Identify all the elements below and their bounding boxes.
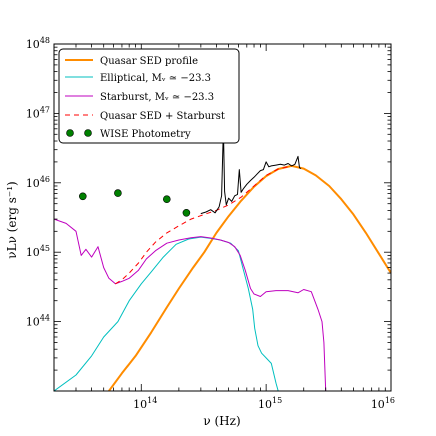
legend-label-elliptical: Elliptical, Mᵥ ≃ −23.3 bbox=[100, 73, 211, 84]
y-tick-label: 1047 bbox=[26, 105, 50, 120]
x-tick-label: 1014 bbox=[133, 396, 157, 411]
y-axis-label: νLν (erg s⁻¹) bbox=[5, 181, 19, 258]
legend-marker-wise-1 bbox=[66, 129, 74, 137]
legend: Quasar SED profile Elliptical, Mᵥ ≃ −23.… bbox=[58, 48, 240, 144]
wise-point-2 bbox=[163, 195, 171, 203]
series-line-2 bbox=[54, 218, 327, 391]
wise-point-3 bbox=[182, 209, 191, 217]
y-tick-label: 1048 bbox=[26, 36, 50, 51]
series-line-3 bbox=[115, 165, 292, 285]
wise-point-1 bbox=[114, 189, 122, 197]
legend-label-quasar: Quasar SED profile bbox=[100, 56, 198, 67]
y-tick-label: 1046 bbox=[26, 175, 50, 190]
legend-label-wise: WISE Photometry bbox=[100, 129, 191, 140]
series-layer bbox=[54, 127, 391, 391]
marker-layer bbox=[79, 189, 191, 217]
legend-box bbox=[58, 48, 240, 144]
legend-label-combined: Quasar SED + Starburst bbox=[100, 111, 225, 122]
y-tick-label: 1044 bbox=[26, 314, 50, 329]
x-axis-label: ν (Hz) bbox=[203, 414, 240, 428]
x-tick-label: 1016 bbox=[371, 396, 395, 411]
legend-marker-wise-2 bbox=[84, 129, 92, 137]
series-line-4 bbox=[200, 127, 302, 215]
plot-frame bbox=[53, 43, 392, 392]
x-tick-label: 1015 bbox=[258, 396, 282, 411]
wise-point-0 bbox=[79, 192, 87, 201]
y-tick-label: 1045 bbox=[26, 244, 50, 259]
series-line-0 bbox=[108, 164, 391, 391]
tick-layer: 1014 1015 1016 1044 1045 1046 1047 1048 bbox=[26, 36, 395, 411]
legend-label-starburst: Starburst, Mᵥ ≃ −23.3 bbox=[100, 92, 214, 103]
